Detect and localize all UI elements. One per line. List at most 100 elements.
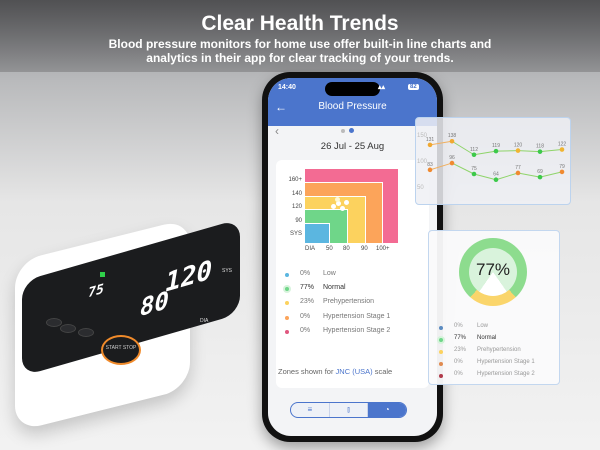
legend-item: 77% Normal [285, 284, 425, 294]
data-label: 119 [492, 143, 500, 149]
legend-dot-icon [439, 374, 443, 378]
battery-icon: 82 [408, 84, 419, 90]
data-label: 75 [471, 166, 477, 172]
legend-item: 23% Prehypertension [439, 347, 579, 357]
dynamic-island [325, 82, 380, 96]
zones-note: Zones shown for JNC (USA) scale [278, 367, 392, 376]
page-dot-active[interactable] [349, 128, 354, 133]
legend-item: 23% Prehypertension [285, 298, 425, 308]
legend-label: Low [477, 323, 489, 329]
series-1-point [449, 160, 455, 166]
x-label: 80 [343, 246, 350, 252]
legend-percent: 0% [454, 359, 463, 365]
legend-dot-icon [439, 326, 443, 330]
series-1-segment [429, 162, 453, 171]
headline: Clear Health Trends [201, 12, 399, 35]
sys-unit: SYS [222, 268, 233, 274]
zones-note-suffix: scale [372, 367, 393, 376]
memory-button[interactable] [46, 318, 62, 327]
reading-point [331, 204, 336, 209]
battery-indicator-icon [100, 272, 105, 277]
data-label: 69 [537, 169, 543, 175]
prev-chevron-icon[interactable]: ‹ [275, 124, 279, 138]
series-1-point [559, 169, 565, 175]
donut-value: 77% [475, 260, 511, 279]
legend-item: 0% Hypertension Stage 2 [285, 327, 425, 337]
y-label: 120 [291, 204, 302, 210]
series-0-point [471, 152, 477, 158]
data-label: 96 [449, 155, 455, 161]
series-1-point [427, 167, 433, 173]
legend-item: 0% Low [439, 323, 579, 333]
legend-percent: 23% [454, 347, 467, 353]
bar-chart-icon[interactable]: ⫾ [330, 403, 369, 417]
reading-point [335, 197, 340, 202]
legend-dot-icon [439, 350, 443, 354]
series-0-segment [539, 149, 563, 153]
data-label: 131 [426, 137, 435, 143]
x-label: DIA [305, 246, 316, 252]
legend-item: 0% Hypertension Stage 2 [439, 371, 579, 381]
series-1-point [515, 170, 521, 176]
phone-screen: 14:40 82 ▴▴ ← Blood Pressure ‹ 26 Jul - … [268, 78, 437, 436]
data-label: 83 [427, 162, 433, 168]
data-label: 120 [514, 143, 523, 149]
legend-dot-icon [285, 301, 289, 306]
legend-label: Hypertension Stage 1 [323, 312, 391, 320]
legend-label: Normal [323, 284, 346, 292]
back-arrow-icon[interactable]: ← [275, 100, 287, 114]
start-stop-button[interactable]: START STOP [101, 335, 141, 365]
set-button[interactable] [78, 328, 94, 337]
series-1-segment [473, 173, 497, 181]
series-1-point [493, 177, 499, 183]
x-label: 100+ [376, 246, 390, 252]
y-tick-label: 100 [417, 159, 428, 165]
pie-chart-icon[interactable]: ◔ [368, 403, 406, 417]
user-button[interactable] [60, 324, 76, 333]
signal-icon: ▴▴ [378, 84, 386, 91]
data-label: 79 [559, 164, 565, 170]
data-label: 138 [448, 133, 457, 139]
data-label: 112 [470, 147, 478, 153]
reading-point [336, 201, 341, 206]
series-0-point [537, 149, 543, 154]
donut-inner [469, 248, 517, 296]
series-0-point [493, 148, 499, 154]
list-icon[interactable]: ≡ [291, 403, 330, 417]
legend-percent: 77% [300, 284, 315, 292]
legend-percent: 23% [300, 298, 315, 306]
legend-percent: 0% [300, 270, 311, 277]
y-label: 160+ [288, 177, 302, 183]
zone-low [305, 223, 330, 243]
legend-percent: 0% [300, 326, 311, 334]
series-1-point [537, 174, 543, 180]
legend-label: Prehypertension [477, 347, 521, 353]
legend-dot-icon [285, 329, 289, 334]
y-label: 90 [295, 217, 302, 224]
subtitle-line-2: analytics in their app for clear trackin… [146, 51, 454, 65]
legend-dot-icon [285, 273, 289, 277]
series-0-point [449, 138, 455, 144]
legend-percent: 0% [454, 323, 463, 329]
screen-title: Blood Pressure [318, 101, 387, 112]
series-0-point [515, 148, 521, 153]
series-0-point [559, 147, 565, 152]
legend-label: Normal [477, 335, 497, 341]
trend-line-chart: 150 100 50 131 138 112 119 120 118 122 83 96 75 64 77 6… [417, 133, 566, 191]
data-label: 77 [515, 165, 521, 171]
series-1-point [471, 171, 477, 177]
legend-item: 0% Hypertension Stage 1 [285, 313, 425, 323]
zone-chart [305, 168, 399, 243]
y-label: SYS [289, 231, 302, 237]
legend-label: Hypertension Stage 1 [477, 359, 535, 365]
legend-dot-icon [439, 338, 443, 342]
distribution-panel: 77% 0% Low 77% Normal 23% Prehypertension 0% Hy… [428, 230, 560, 385]
legend-item: 0% Hypertension Stage 1 [439, 359, 579, 369]
series-0-segment [495, 150, 519, 152]
legend-label: Hypertension Stage 2 [477, 371, 535, 377]
jnc-scale-link[interactable]: JNC (USA) [335, 367, 373, 376]
x-label: 90 [361, 246, 368, 252]
legend-percent: 77% [454, 335, 467, 341]
page-dot[interactable] [341, 129, 345, 133]
y-label: 140 [291, 190, 302, 197]
